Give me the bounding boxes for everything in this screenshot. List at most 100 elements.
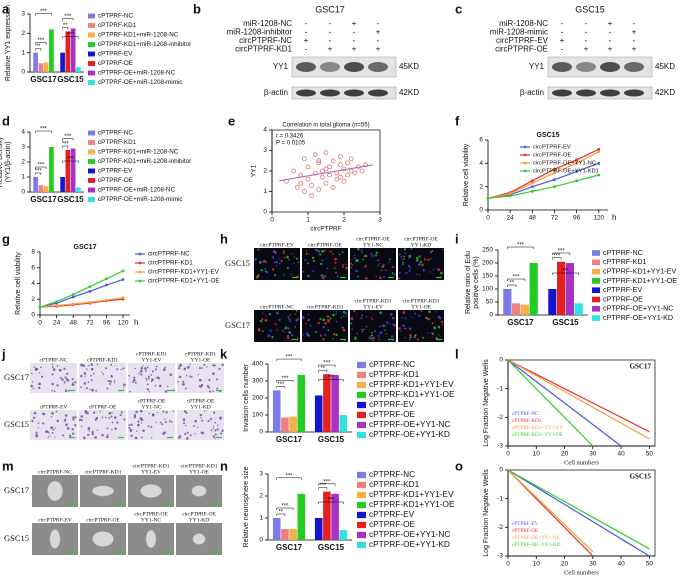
- x-tick-label: GSC15: [318, 543, 345, 552]
- y-tick-label: 4: [263, 127, 267, 134]
- bar: [529, 263, 538, 315]
- cell: [37, 427, 39, 429]
- y-tick-label: 0: [259, 429, 263, 436]
- cell: [135, 381, 137, 384]
- cell: [87, 381, 90, 383]
- cell: [122, 367, 125, 370]
- significance-label: ***: [323, 361, 331, 367]
- cell: [217, 424, 219, 427]
- cell: [72, 382, 74, 384]
- blot-band: [552, 89, 572, 97]
- significance-bracket: [507, 284, 517, 287]
- cell: [341, 326, 344, 329]
- cell: [172, 389, 175, 392]
- cell: [260, 321, 263, 323]
- blot-sign: +: [632, 28, 637, 37]
- y-tick-label: 0: [31, 312, 35, 319]
- y-axis-label: Invasion cells number: [243, 363, 250, 431]
- cell: [408, 269, 411, 272]
- cell: [372, 340, 375, 342]
- cell: [272, 268, 275, 271]
- y-tick-label: 100: [482, 286, 493, 293]
- blot-row-label: circPTPRF-EV: [496, 36, 549, 45]
- chart-title: GSC17: [74, 244, 97, 251]
- legend-swatch: [88, 140, 95, 145]
- significance-label: ***: [67, 32, 75, 38]
- legend-label: circPTPRF-EV: [533, 145, 571, 151]
- bar: [548, 289, 557, 315]
- cell: [91, 431, 94, 434]
- cell: [427, 258, 430, 261]
- cell: [120, 368, 123, 371]
- legend-swatch: [88, 42, 95, 47]
- cell: [403, 258, 405, 260]
- cell: [51, 382, 54, 386]
- cell: [35, 367, 39, 371]
- legend-label: cPTPRF-OE: [369, 519, 416, 529]
- cell: [302, 270, 305, 273]
- significance-bracket: [552, 272, 579, 275]
- significance-bracket: [62, 36, 79, 39]
- cell: [52, 368, 56, 371]
- cell: [151, 413, 155, 417]
- cell: [293, 262, 295, 264]
- legend-label: cPTPRF-OE+YY1-NC: [369, 529, 450, 539]
- image-caption: cPTPRF-NC: [39, 357, 67, 363]
- cell: [428, 310, 431, 313]
- cell: [371, 254, 374, 257]
- cell: [437, 325, 441, 329]
- cell: [201, 419, 204, 422]
- legend-label: cPTPRF-KD1+YY1-EV: [369, 489, 454, 499]
- cell: [335, 333, 338, 337]
- cell: [283, 256, 286, 259]
- cell: [162, 368, 166, 372]
- cell: [350, 262, 352, 265]
- cell: [335, 320, 338, 323]
- cell: [31, 420, 34, 423]
- cell: [409, 334, 412, 337]
- cell: [128, 426, 131, 429]
- cell: [212, 427, 215, 429]
- bar: [565, 263, 574, 315]
- significance-bracket: [62, 160, 79, 163]
- cell: [327, 329, 330, 332]
- cell: [379, 311, 382, 315]
- cell: [288, 331, 291, 334]
- scatter-point: [320, 174, 325, 180]
- cell: [61, 378, 64, 381]
- significance-label: ***: [35, 169, 43, 175]
- line: [507, 359, 650, 440]
- cell: [133, 415, 136, 418]
- cell: [420, 310, 423, 313]
- cell: [324, 334, 327, 336]
- x-tick-label: GSC17: [30, 195, 57, 204]
- cell: [271, 256, 275, 259]
- x-tick-label: 48: [70, 320, 78, 327]
- cell: [64, 418, 67, 421]
- cell: [384, 269, 387, 272]
- blot-band-label: β-actin: [264, 88, 288, 97]
- cell: [132, 378, 136, 382]
- cell: [136, 430, 138, 432]
- legend-swatch: [357, 381, 366, 389]
- cell: [133, 376, 136, 379]
- cell: [214, 433, 217, 436]
- y-axis-label: Relative cell viability: [463, 143, 470, 206]
- cell: [303, 334, 305, 336]
- cell: [391, 272, 394, 275]
- cell: [90, 363, 94, 366]
- cell: [156, 411, 158, 414]
- x-tick-label: 0: [270, 217, 274, 224]
- cell: [280, 259, 283, 263]
- y-tick-label: 4: [479, 160, 483, 167]
- blot-sign: +: [376, 28, 381, 37]
- cell: [38, 386, 41, 389]
- cell: [431, 250, 434, 252]
- cell: [254, 258, 257, 261]
- bar: [33, 177, 38, 192]
- scatter-point: [348, 168, 354, 174]
- x-tick-label: GSC15: [57, 195, 84, 204]
- cell: [345, 315, 347, 318]
- blot-sign: +: [352, 45, 357, 54]
- y-tick-label: 6: [479, 137, 483, 144]
